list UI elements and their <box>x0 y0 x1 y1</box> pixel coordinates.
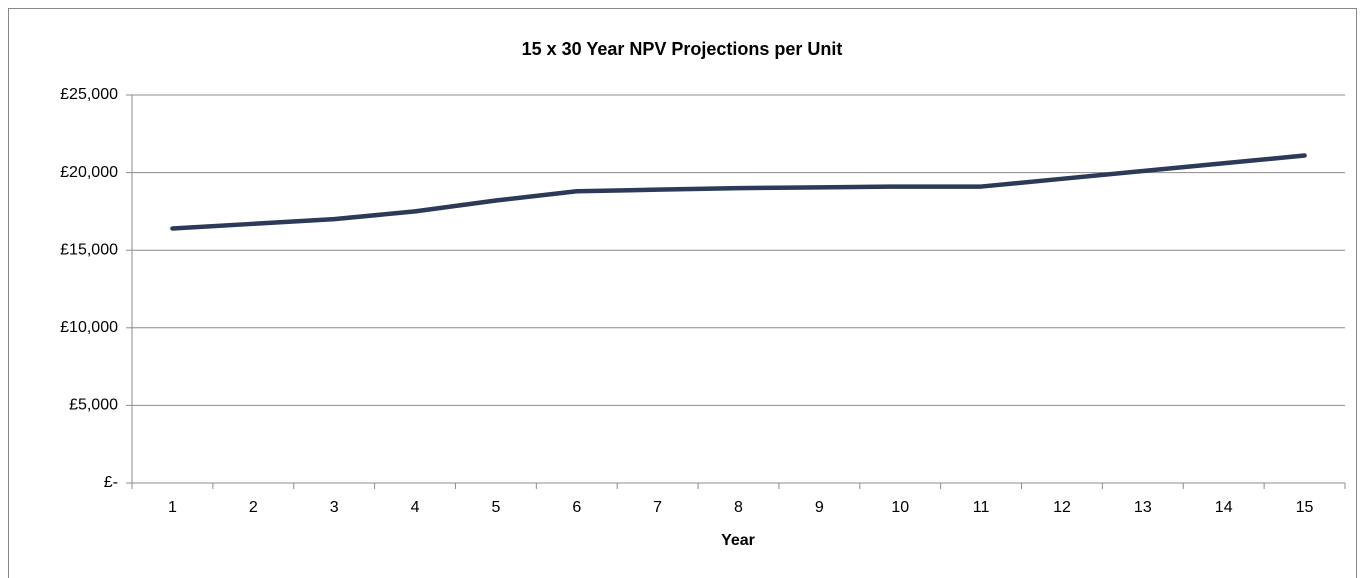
x-axis-label: Year <box>721 532 755 549</box>
x-tick-label: 12 <box>1053 499 1071 516</box>
x-tick-label: 8 <box>734 499 743 516</box>
x-tick-label: 3 <box>330 499 339 516</box>
x-tick-label: 5 <box>491 499 500 516</box>
y-tick-label: £25,000 <box>60 86 118 103</box>
x-tick-label: 7 <box>653 499 662 516</box>
x-tick-label: 13 <box>1134 499 1152 516</box>
y-tick-label: £20,000 <box>60 164 118 181</box>
x-tick-label: 14 <box>1215 499 1233 516</box>
chart-border <box>8 8 1357 578</box>
y-tick-label: £- <box>104 474 118 491</box>
y-tick-label: £15,000 <box>60 241 118 258</box>
x-tick-label: 4 <box>411 499 420 516</box>
y-tick-label: £5,000 <box>69 397 118 414</box>
x-tick-label: 10 <box>891 499 909 516</box>
x-tick-label: 11 <box>973 499 990 516</box>
y-tick-label: £10,000 <box>60 319 118 336</box>
chart-title: 15 x 30 Year NPV Projections per Unit <box>522 39 843 59</box>
data-line <box>170 153 1307 231</box>
x-tick-label: 1 <box>168 499 177 516</box>
x-tick-label: 2 <box>249 499 258 516</box>
x-tick-label: 9 <box>815 499 824 516</box>
x-tick-label: 15 <box>1296 499 1314 516</box>
x-tick-label: 6 <box>572 499 581 516</box>
